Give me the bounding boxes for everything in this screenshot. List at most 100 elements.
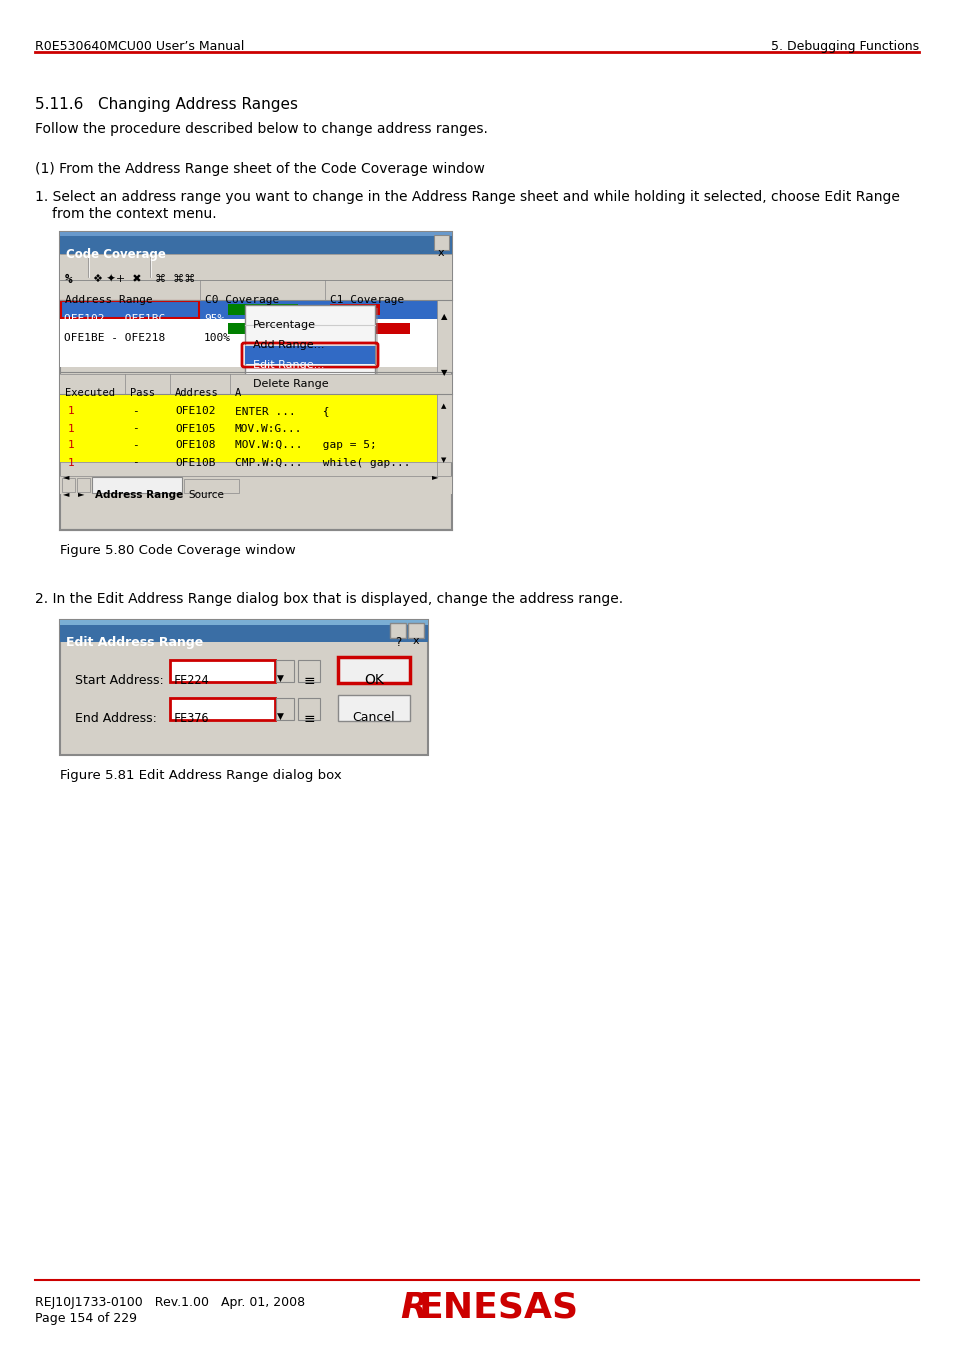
Text: ?: ?	[395, 636, 400, 649]
Text: OFE102: OFE102	[174, 406, 215, 417]
Bar	[62, 478, 75, 491]
Bar	[60, 475, 452, 494]
Text: 1: 1	[68, 440, 74, 451]
Text: Page 154 of 229: Page 154 of 229	[35, 1312, 137, 1324]
Text: OFE102 - OFE1BC: OFE102 - OFE1BC	[64, 315, 165, 324]
Bar	[170, 660, 274, 682]
Bar	[60, 620, 428, 625]
Text: 2. In the Edit Address Range dialog box that is displayed, change the address ra: 2. In the Edit Address Range dialog box …	[35, 593, 622, 606]
Text: %: %	[65, 273, 72, 286]
Text: ◄: ◄	[63, 472, 70, 482]
Bar	[60, 279, 452, 300]
Bar	[330, 304, 379, 315]
Text: OK: OK	[364, 674, 383, 687]
Text: Code Coverage: Code Coverage	[66, 248, 166, 261]
Text: Start Address:: Start Address:	[75, 674, 164, 687]
Text: Address Range: Address Range	[95, 490, 183, 501]
Text: ►: ►	[78, 490, 85, 498]
Bar	[60, 319, 452, 338]
Text: A: A	[234, 389, 241, 398]
Text: Edit Address Range: Edit Address Range	[66, 636, 203, 649]
Text: OFE108: OFE108	[174, 440, 215, 451]
Text: ▼: ▼	[276, 674, 284, 683]
Bar	[390, 622, 406, 639]
Bar	[248, 308, 377, 386]
Text: OFE10B: OFE10B	[174, 458, 215, 467]
Text: ▲: ▲	[440, 312, 447, 321]
Bar	[91, 477, 182, 493]
Text: Figure 5.80 Code Coverage window: Figure 5.80 Code Coverage window	[60, 544, 295, 558]
Text: x: x	[413, 636, 419, 647]
Text: ENTER ...    {: ENTER ... {	[234, 406, 329, 417]
Bar	[60, 254, 452, 279]
Text: Executed: Executed	[65, 389, 115, 398]
Bar	[436, 393, 452, 462]
Text: ≡: ≡	[304, 674, 315, 688]
Text: OFE1BE - OFE218: OFE1BE - OFE218	[64, 333, 165, 343]
Text: (1) From the Address Range sheet of the Code Coverage window: (1) From the Address Range sheet of the …	[35, 162, 484, 176]
Text: Pass: Pass	[130, 389, 154, 398]
Text: from the context menu.: from the context menu.	[52, 207, 216, 221]
Text: ⌘  ⌘⌘: ⌘ ⌘⌘	[154, 274, 195, 284]
Bar	[170, 698, 274, 720]
Bar	[245, 346, 375, 365]
Text: -: -	[132, 440, 138, 451]
Text: 1. Select an address range you want to change in the Address Range sheet and whi: 1. Select an address range you want to c…	[35, 190, 899, 204]
Bar	[434, 235, 449, 250]
Text: ▲: ▲	[441, 404, 446, 409]
Text: Delete Range: Delete Range	[253, 379, 328, 389]
Text: -: -	[132, 406, 138, 417]
Bar	[60, 620, 428, 643]
Text: 95%: 95%	[204, 315, 224, 324]
Text: x: x	[437, 248, 444, 258]
Bar	[60, 444, 436, 462]
Bar	[60, 620, 428, 755]
Bar	[60, 232, 452, 531]
Text: OFE105: OFE105	[174, 424, 215, 433]
Text: Source: Source	[188, 490, 224, 501]
Bar	[275, 660, 294, 682]
Bar	[60, 428, 436, 444]
Text: ►: ►	[432, 472, 438, 482]
Text: Add Range...: Add Range...	[253, 340, 324, 350]
Bar	[60, 462, 436, 475]
Text: R: R	[399, 1291, 428, 1324]
Text: MOV.W:G...: MOV.W:G...	[234, 424, 302, 433]
Text: Address: Address	[174, 389, 218, 398]
Bar	[77, 478, 90, 491]
Text: FE376: FE376	[173, 711, 210, 725]
Bar	[228, 323, 308, 333]
Bar	[408, 622, 423, 639]
Bar	[297, 660, 319, 682]
Text: 1: 1	[68, 424, 74, 433]
Text: C0 Coverage: C0 Coverage	[205, 296, 279, 305]
Bar	[275, 698, 294, 720]
Bar	[245, 305, 375, 383]
Text: R0E530640MCU00 User’s Manual: R0E530640MCU00 User’s Manual	[35, 40, 244, 53]
Text: -: -	[132, 424, 138, 433]
Text: CMP.W:Q...   while( gap...: CMP.W:Q... while( gap...	[234, 458, 410, 467]
Text: 1: 1	[68, 458, 74, 467]
Text: End Address:: End Address:	[75, 711, 156, 725]
Text: FE224: FE224	[173, 674, 210, 687]
Text: Edit Range...: Edit Range...	[253, 360, 324, 370]
Bar	[60, 232, 452, 236]
Text: Figure 5.81 Edit Address Range dialog box: Figure 5.81 Edit Address Range dialog bo…	[60, 769, 341, 782]
Text: 1: 1	[68, 406, 74, 417]
Text: Address Range: Address Range	[65, 296, 152, 305]
Text: ❖ ✦+  ✖: ❖ ✦+ ✖	[92, 274, 141, 284]
Bar	[60, 374, 452, 393]
Text: 5. Debugging Functions: 5. Debugging Functions	[770, 40, 918, 53]
Text: ENESAS: ENESAS	[418, 1291, 578, 1324]
Bar	[337, 695, 410, 721]
Text: C1 Coverage: C1 Coverage	[330, 296, 404, 305]
Bar	[330, 323, 410, 333]
Text: Percentage: Percentage	[253, 320, 315, 329]
Bar	[436, 300, 452, 371]
Bar	[61, 301, 199, 319]
Bar	[60, 410, 436, 428]
Bar	[60, 338, 452, 356]
Text: ▼: ▼	[440, 369, 447, 378]
Text: ≡: ≡	[304, 711, 315, 726]
Bar	[60, 356, 452, 366]
